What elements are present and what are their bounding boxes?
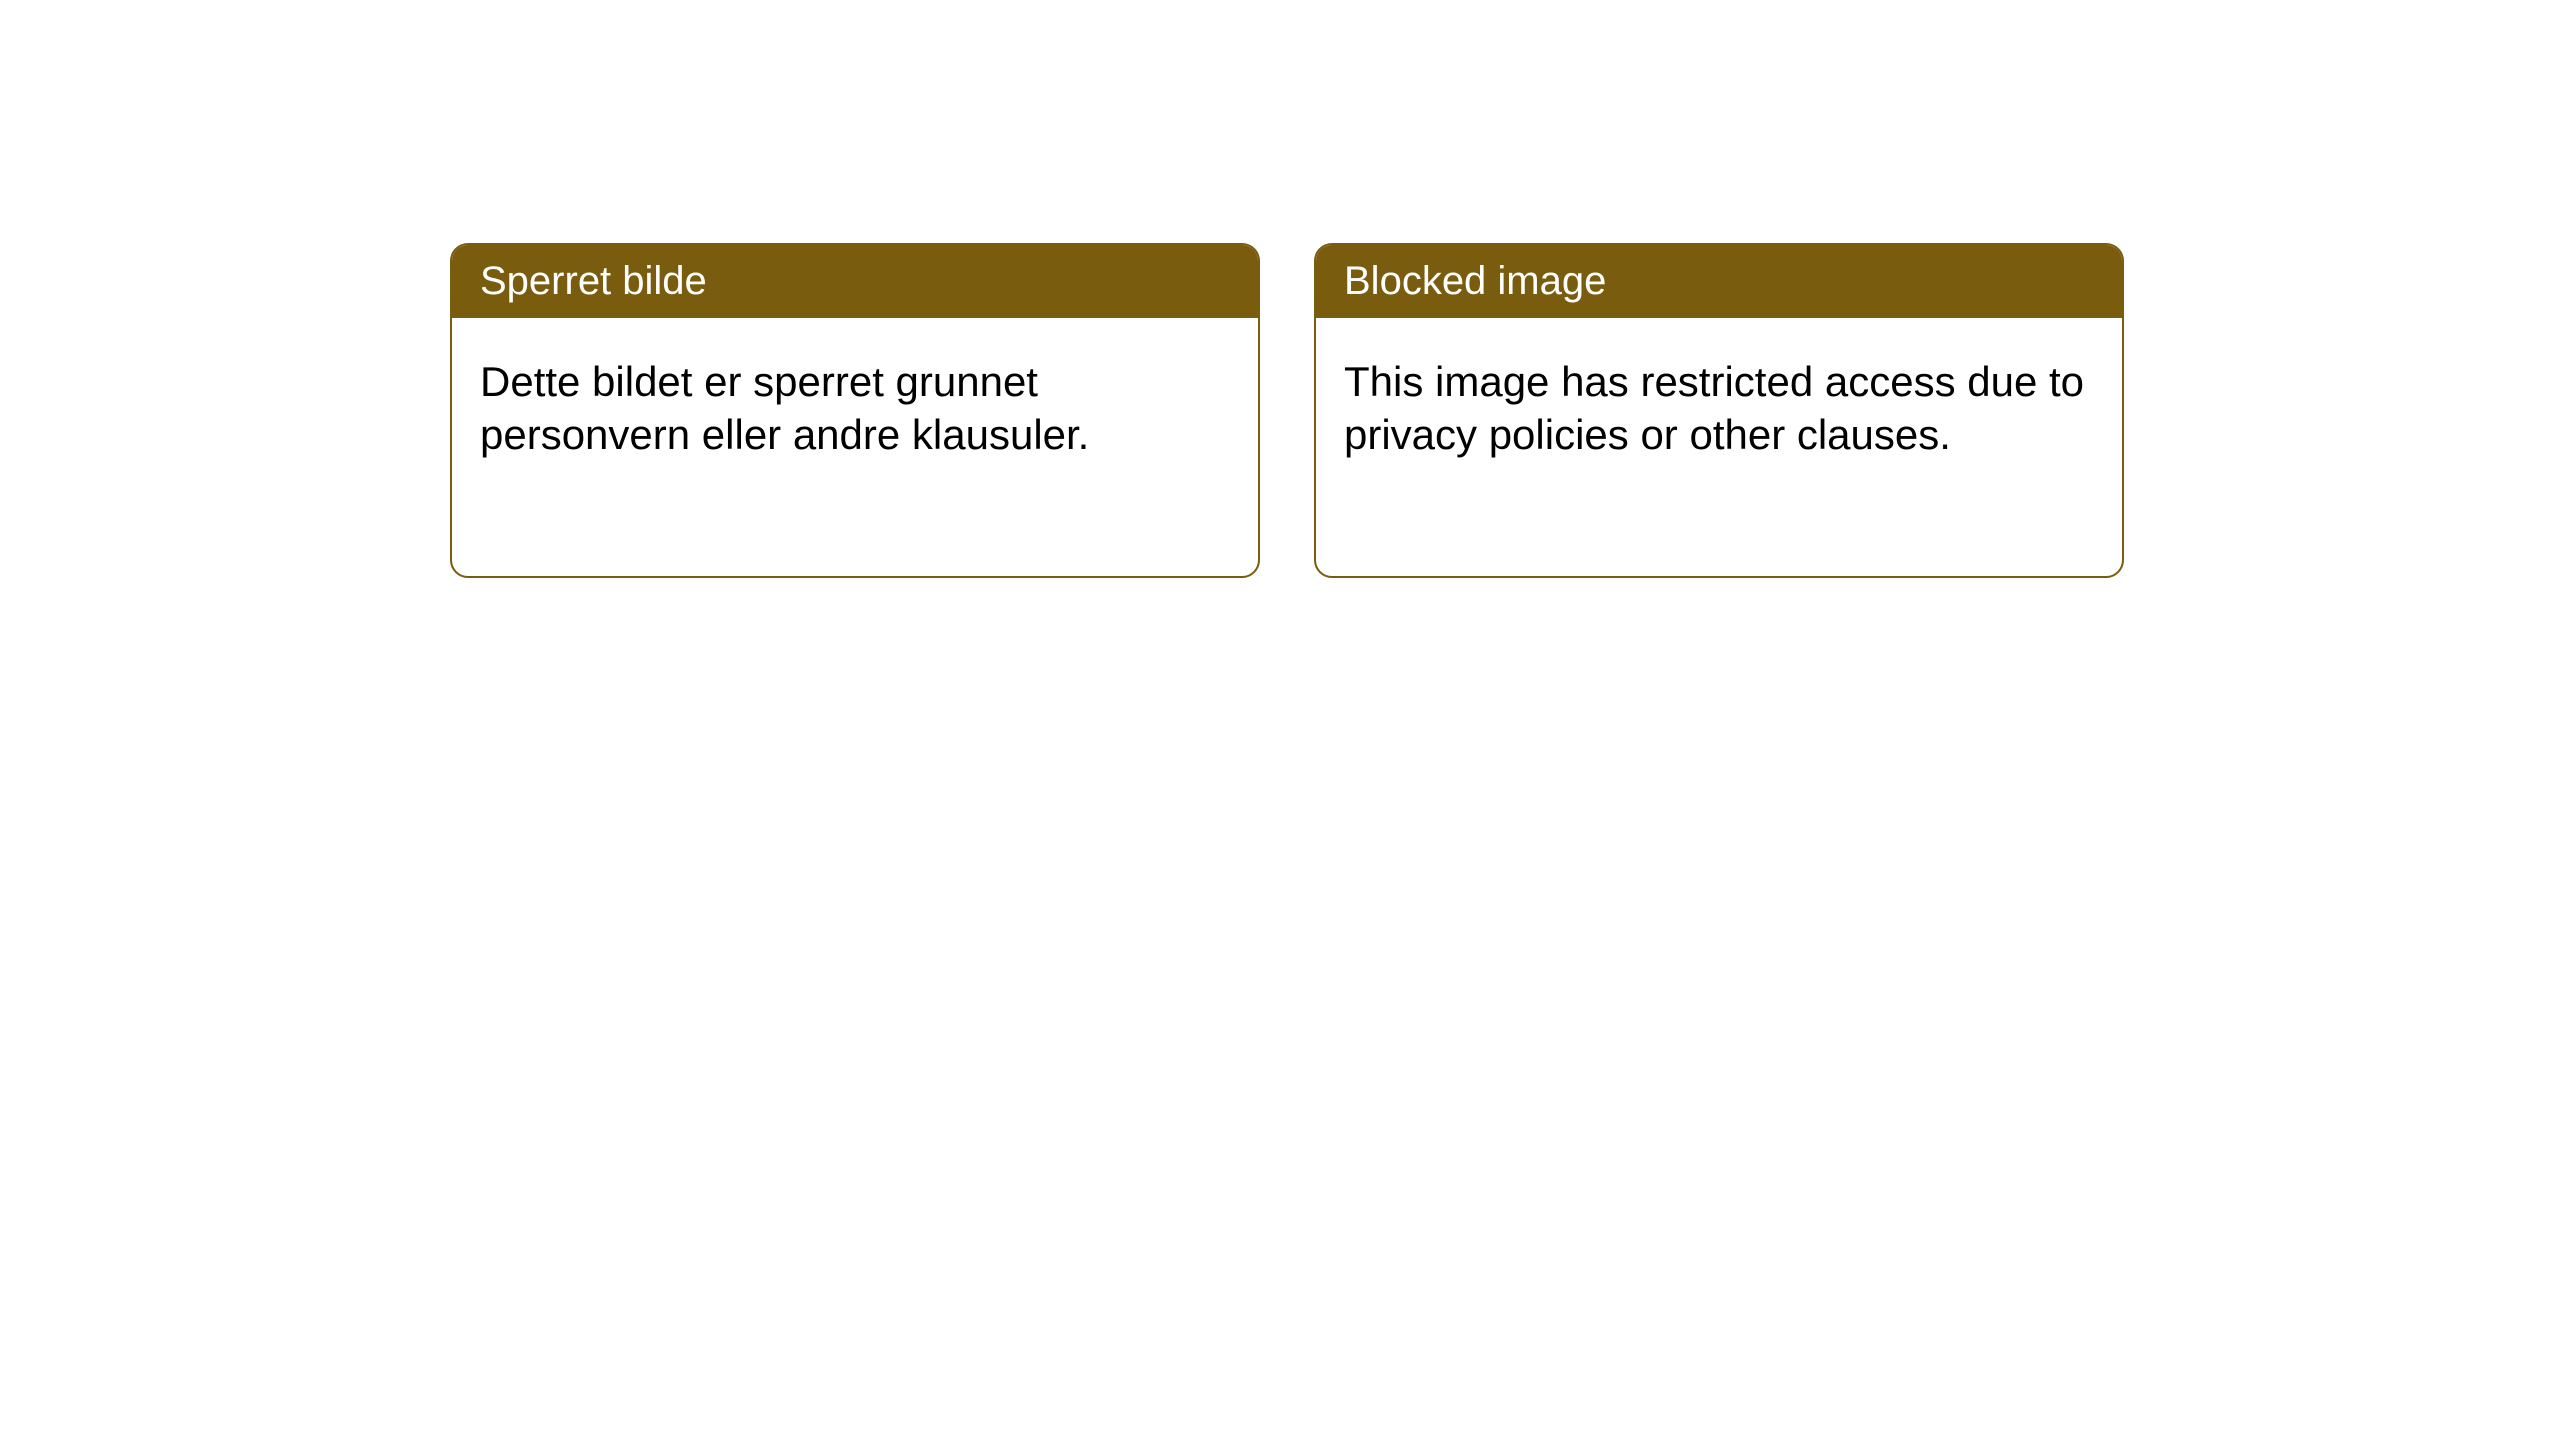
notice-card-title: Blocked image (1344, 259, 1606, 303)
notice-card-header: Sperret bilde (452, 245, 1258, 318)
notice-card-message: Dette bildet er sperret grunnet personve… (480, 358, 1089, 458)
notice-card-norwegian: Sperret bilde Dette bildet er sperret gr… (450, 243, 1260, 578)
notice-card-message: This image has restricted access due to … (1344, 358, 2084, 458)
notice-card-body: Dette bildet er sperret grunnet personve… (452, 318, 1258, 499)
notice-card-english: Blocked image This image has restricted … (1314, 243, 2124, 578)
notice-cards-container: Sperret bilde Dette bildet er sperret gr… (450, 243, 2124, 578)
notice-card-title: Sperret bilde (480, 259, 707, 303)
notice-card-header: Blocked image (1316, 245, 2122, 318)
notice-card-body: This image has restricted access due to … (1316, 318, 2122, 499)
